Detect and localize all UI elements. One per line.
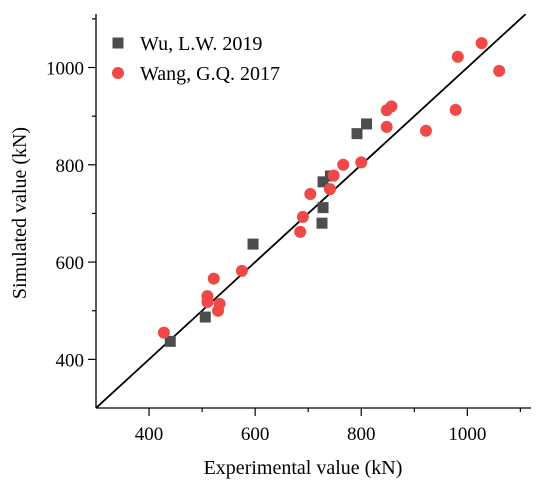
data-point-wang-2017: [327, 169, 340, 182]
legend-label: Wu, L.W. 2019: [140, 33, 262, 55]
y-tick-label: 800: [56, 156, 85, 177]
data-point-wang-2017: [355, 156, 368, 169]
data-point-wu-2019: [351, 128, 363, 140]
y-tick-label: 600: [56, 253, 85, 274]
data-point-wu-2019: [199, 311, 211, 323]
data-point-wang-2017: [449, 103, 462, 116]
y-tick-label: 400: [56, 350, 85, 371]
data-point-wu-2019: [164, 335, 176, 347]
plot-area: [96, 14, 527, 408]
x-tick-label: 1000: [448, 424, 486, 445]
data-point-wu-2019: [316, 217, 328, 229]
data-point-wang-2017: [213, 297, 226, 310]
data-point-wang-2017: [201, 290, 214, 303]
data-point-wang-2017: [451, 50, 464, 63]
x-axis-title: Experimental value (kN): [204, 457, 403, 479]
data-point-wang-2017: [235, 264, 248, 277]
data-point-wang-2017: [419, 124, 432, 137]
data-point-wang-2017: [475, 37, 488, 50]
x-tick-label: 800: [347, 424, 376, 445]
legend: Wu, L.W. 2019 Wang, G.Q. 2017: [112, 33, 280, 85]
data-point-wang-2017: [294, 225, 307, 238]
data-point-wu-2019: [317, 176, 329, 188]
data-point-wang-2017: [493, 64, 506, 77]
data-point-wang-2017: [380, 120, 393, 133]
y-axis-title: Simulated value (kN): [9, 127, 31, 299]
data-point-wang-2017: [337, 158, 350, 171]
legend-marker-circle: [112, 67, 124, 79]
legend-marker-square: [112, 37, 124, 49]
data-point-wu-2019: [247, 238, 259, 250]
data-point-wang-2017: [296, 210, 309, 223]
data-point-wang-2017: [323, 183, 336, 196]
x-tick-label: 400: [135, 424, 164, 445]
y-tick-label: 1000: [46, 59, 84, 80]
x-tick-label: 600: [241, 424, 270, 445]
data-point-wang-2017: [157, 326, 170, 339]
data-point-wu-2019: [361, 118, 373, 130]
legend-label: Wang, G.Q. 2017: [140, 63, 280, 85]
axes: 400 600 800 1000 400 600 800 1000: [46, 14, 531, 445]
data-point-wang-2017: [304, 187, 317, 200]
data-point-wang-2017: [207, 272, 220, 285]
data-point-wu-2019: [317, 202, 329, 214]
data-point-wang-2017: [385, 100, 398, 113]
